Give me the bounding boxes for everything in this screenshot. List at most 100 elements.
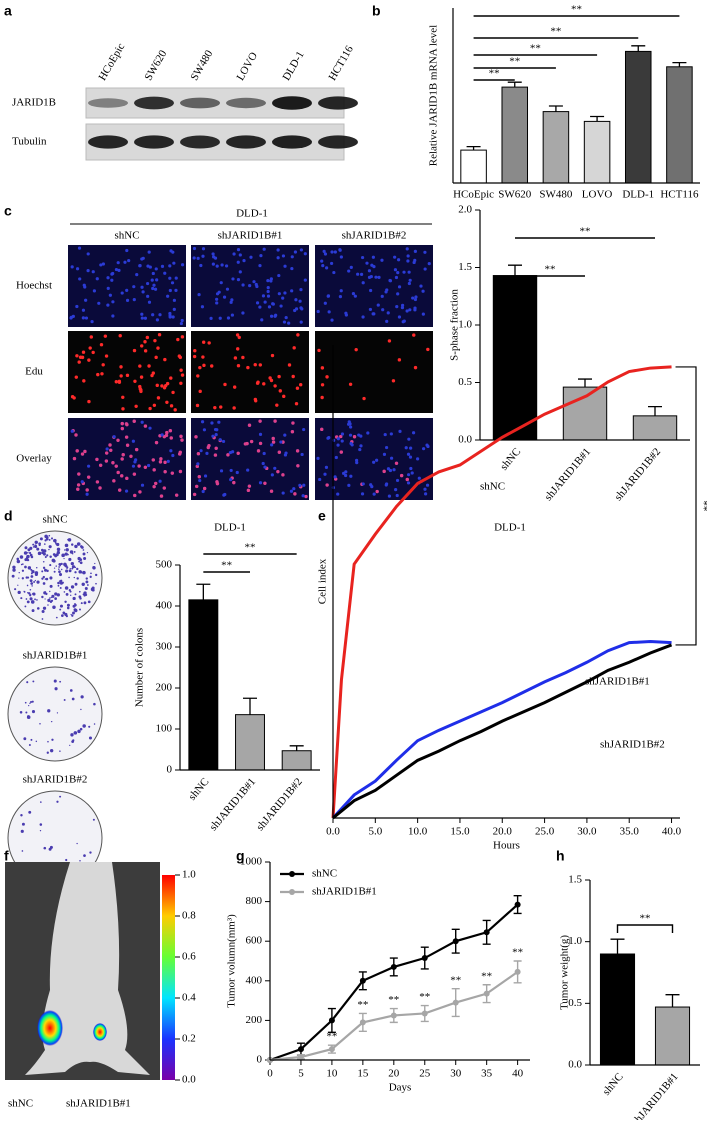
nucleus — [212, 255, 216, 259]
colony — [41, 577, 44, 580]
nucleus — [151, 271, 155, 276]
series-line — [332, 643, 673, 820]
nucleus — [110, 278, 114, 282]
colony — [76, 567, 79, 571]
edu-cell — [151, 371, 155, 375]
colony — [29, 700, 33, 704]
colony — [72, 611, 75, 615]
edu-cell — [159, 494, 164, 498]
nucleus — [153, 287, 158, 291]
nucleus — [266, 294, 271, 298]
nucleus — [105, 447, 109, 451]
panel-letter: g — [236, 848, 245, 864]
nucleus — [425, 443, 429, 447]
nucleus — [406, 481, 411, 485]
nucleus — [150, 278, 154, 282]
edu-cell — [74, 375, 78, 379]
nucleus — [389, 432, 393, 436]
nucleus — [282, 320, 287, 324]
colony — [53, 538, 57, 543]
colony — [47, 598, 51, 603]
point — [390, 963, 397, 970]
colony — [46, 554, 49, 557]
edu-cell — [125, 443, 130, 447]
nucleus — [287, 321, 291, 325]
colony — [30, 568, 33, 571]
nucleus — [302, 427, 306, 432]
colony — [69, 744, 71, 746]
edu-cell — [201, 355, 205, 359]
edu-cell — [125, 422, 129, 427]
colony — [60, 568, 63, 571]
colony — [21, 569, 25, 572]
nucleus — [397, 258, 401, 262]
colony — [62, 612, 65, 615]
nucleus — [406, 254, 410, 258]
edu-cell — [168, 429, 173, 433]
colony — [11, 574, 15, 578]
nucleus — [413, 258, 417, 262]
colony — [26, 681, 29, 684]
colony — [48, 534, 51, 537]
nucleus — [228, 450, 232, 455]
colony — [32, 543, 35, 546]
colony — [42, 575, 45, 579]
edu-cell — [196, 374, 200, 378]
colony — [33, 580, 36, 583]
colony — [36, 547, 40, 551]
edu-cell — [352, 435, 357, 439]
colony — [54, 592, 58, 596]
colony — [31, 710, 36, 714]
colony — [44, 578, 47, 580]
colony — [70, 613, 72, 616]
series-label: shNC — [480, 481, 505, 493]
edu-cell — [236, 451, 240, 456]
edu-cell — [156, 396, 161, 400]
nucleus — [229, 300, 233, 304]
colony — [24, 558, 28, 562]
nucleus — [385, 319, 389, 323]
colony — [59, 565, 61, 567]
nucleus — [241, 311, 245, 315]
nucleus — [114, 267, 119, 272]
edu-cell — [197, 475, 202, 479]
edu-cell — [100, 372, 104, 376]
significance-label: ** — [509, 56, 520, 68]
colony — [21, 822, 25, 826]
colony — [50, 599, 54, 602]
nucleus — [298, 299, 302, 303]
nucleus — [217, 420, 221, 424]
edu-cell — [277, 450, 282, 454]
colony — [95, 573, 98, 577]
colony — [93, 702, 96, 706]
colony — [83, 854, 86, 857]
colony — [85, 580, 89, 584]
nucleus — [106, 303, 110, 307]
edu-cell — [165, 400, 169, 404]
column-label: shJARID1B#1 — [218, 230, 283, 242]
nucleus — [388, 278, 392, 283]
nucleus — [200, 420, 205, 424]
edu-cell — [103, 334, 108, 338]
point — [514, 901, 521, 908]
colony — [49, 590, 51, 593]
nucleus — [168, 311, 172, 316]
nucleus — [270, 473, 274, 477]
y-tick-label: 300 — [156, 641, 173, 653]
nucleus — [421, 447, 426, 451]
edu-cell — [143, 424, 148, 428]
nucleus — [252, 280, 256, 284]
nucleus — [236, 248, 241, 252]
colony — [42, 606, 47, 610]
blot-row-label: Tubulin — [12, 136, 47, 148]
colorbar — [162, 875, 175, 1080]
nucleus — [221, 439, 226, 444]
nucleus — [369, 483, 373, 487]
edu-cell — [198, 365, 202, 370]
nucleus — [235, 470, 239, 475]
nucleus — [407, 270, 411, 274]
colony — [71, 565, 76, 569]
x-axis-label: Days — [389, 1082, 412, 1094]
colony — [64, 564, 68, 568]
nucleus — [151, 286, 155, 291]
